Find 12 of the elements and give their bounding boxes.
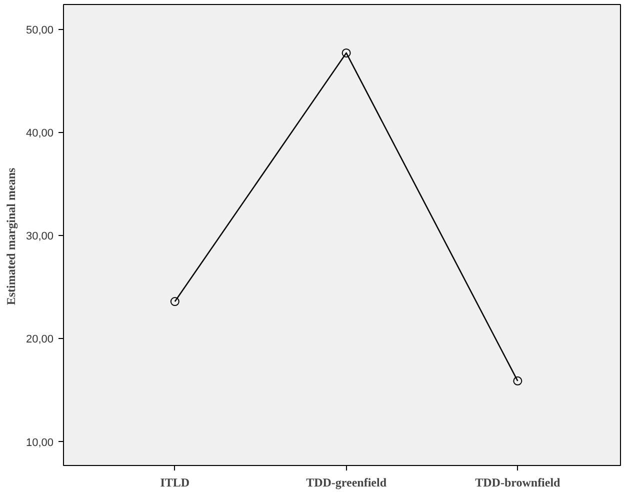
y-tick-label: 20,00 (26, 334, 54, 346)
x-tick-label: TDD-greenfield (306, 476, 387, 490)
y-tick-label: 40,00 (26, 127, 54, 140)
point (170, 297, 180, 306)
x-tick-label: TDD-brownfield (475, 476, 561, 490)
point (342, 48, 351, 58)
y-axis-title: Estimated marginal means (4, 168, 18, 306)
y-tick-label: 50,00 (26, 24, 54, 36)
y-tick-label: 30,00 (26, 230, 54, 243)
point (513, 376, 522, 386)
y-tick-label: 10,00 (26, 436, 54, 449)
x-tick-label: ITLD (160, 476, 190, 490)
